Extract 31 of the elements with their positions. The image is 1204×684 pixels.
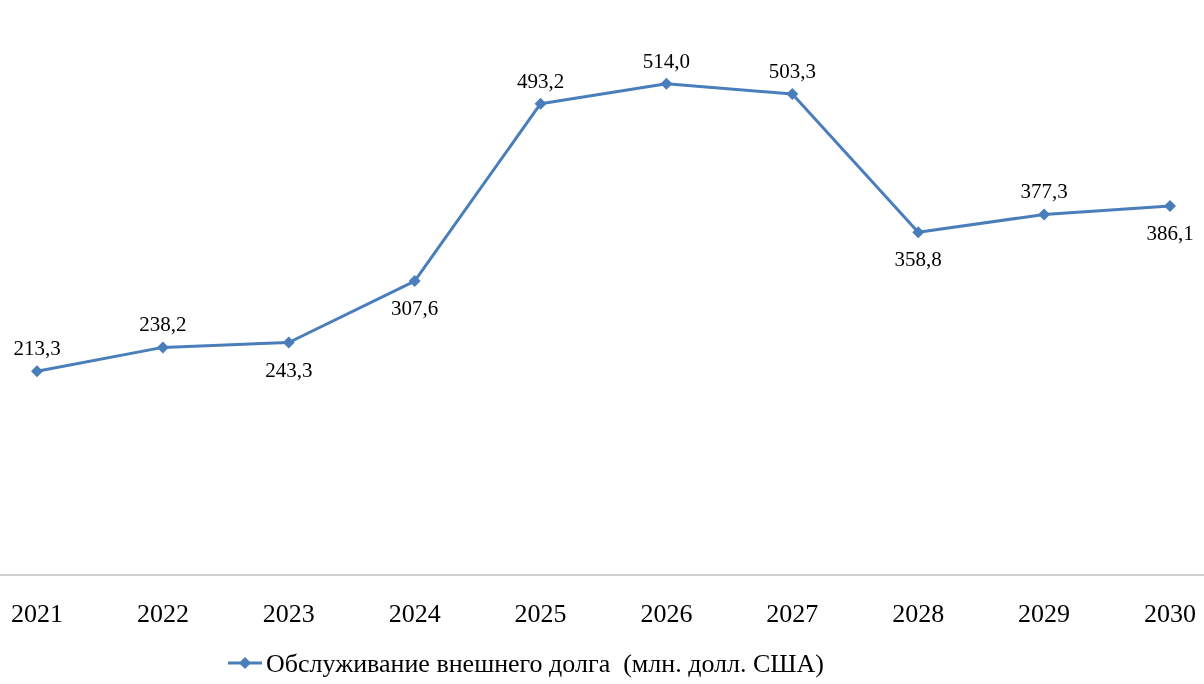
data-label: 243,3 [265, 357, 313, 382]
data-label: 514,0 [642, 48, 691, 73]
point [408, 275, 421, 288]
x-tick-label: 2021 [11, 599, 63, 628]
point [156, 341, 169, 354]
data-label: 377,3 [1020, 179, 1068, 204]
data-label: 493,2 [516, 68, 565, 93]
data-label: 386,1 [1146, 221, 1194, 246]
x-tick-label: 2026 [640, 599, 693, 628]
data-label: 238,2 [139, 312, 187, 337]
data-label: 213,3 [13, 336, 61, 361]
x-tick-label: 2025 [514, 599, 567, 628]
point [282, 336, 295, 349]
point [660, 77, 673, 90]
data-label: 358,8 [894, 247, 942, 272]
point [1164, 200, 1176, 213]
point [534, 97, 547, 110]
data-label: 503,3 [768, 59, 816, 84]
x-tick-label: 2027 [766, 599, 819, 628]
point [786, 88, 799, 101]
point [912, 226, 925, 239]
data-label: 307,6 [391, 296, 439, 321]
x-tick-label: 2022 [136, 599, 189, 628]
x-tick-label: 2023 [262, 599, 315, 628]
x-tick-label: 2024 [388, 599, 441, 628]
point [31, 365, 43, 378]
x-tick-label: 2030 [1144, 599, 1196, 628]
point [1038, 208, 1051, 221]
x-tick-label: 2029 [1018, 599, 1071, 628]
legend-label: Обслуживание внешнего долга (млн. долл. США) [266, 649, 825, 678]
x-tick-label: 2028 [892, 599, 945, 628]
